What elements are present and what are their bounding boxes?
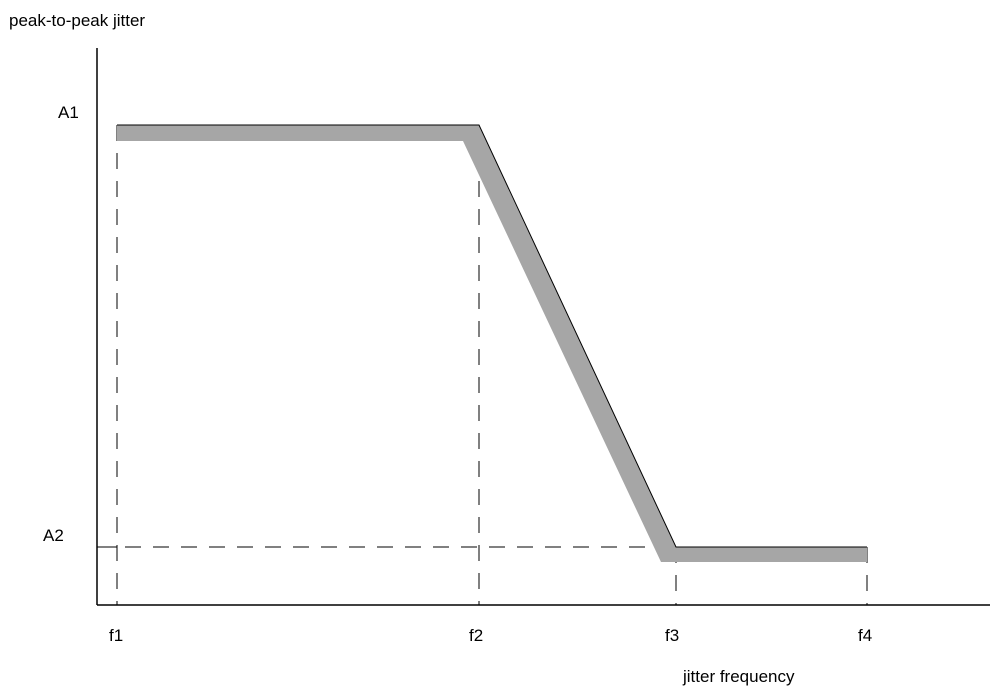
y-tick-label-a1: A1: [58, 103, 79, 122]
reference-lines: [97, 125, 868, 605]
x-tick-label-f4: f4: [858, 626, 872, 645]
x-tick-label-f2: f2: [469, 626, 483, 645]
x-tick-label-f1: f1: [109, 626, 123, 645]
mask-band: [117, 125, 867, 562]
x-axis-label: jitter frequency: [682, 667, 795, 686]
y-tick-label-a2: A2: [43, 526, 64, 545]
series-line: [117, 124, 867, 548]
y-axis-label: peak-to-peak jitter: [9, 11, 145, 30]
x-tick-label-f3: f3: [665, 626, 679, 645]
